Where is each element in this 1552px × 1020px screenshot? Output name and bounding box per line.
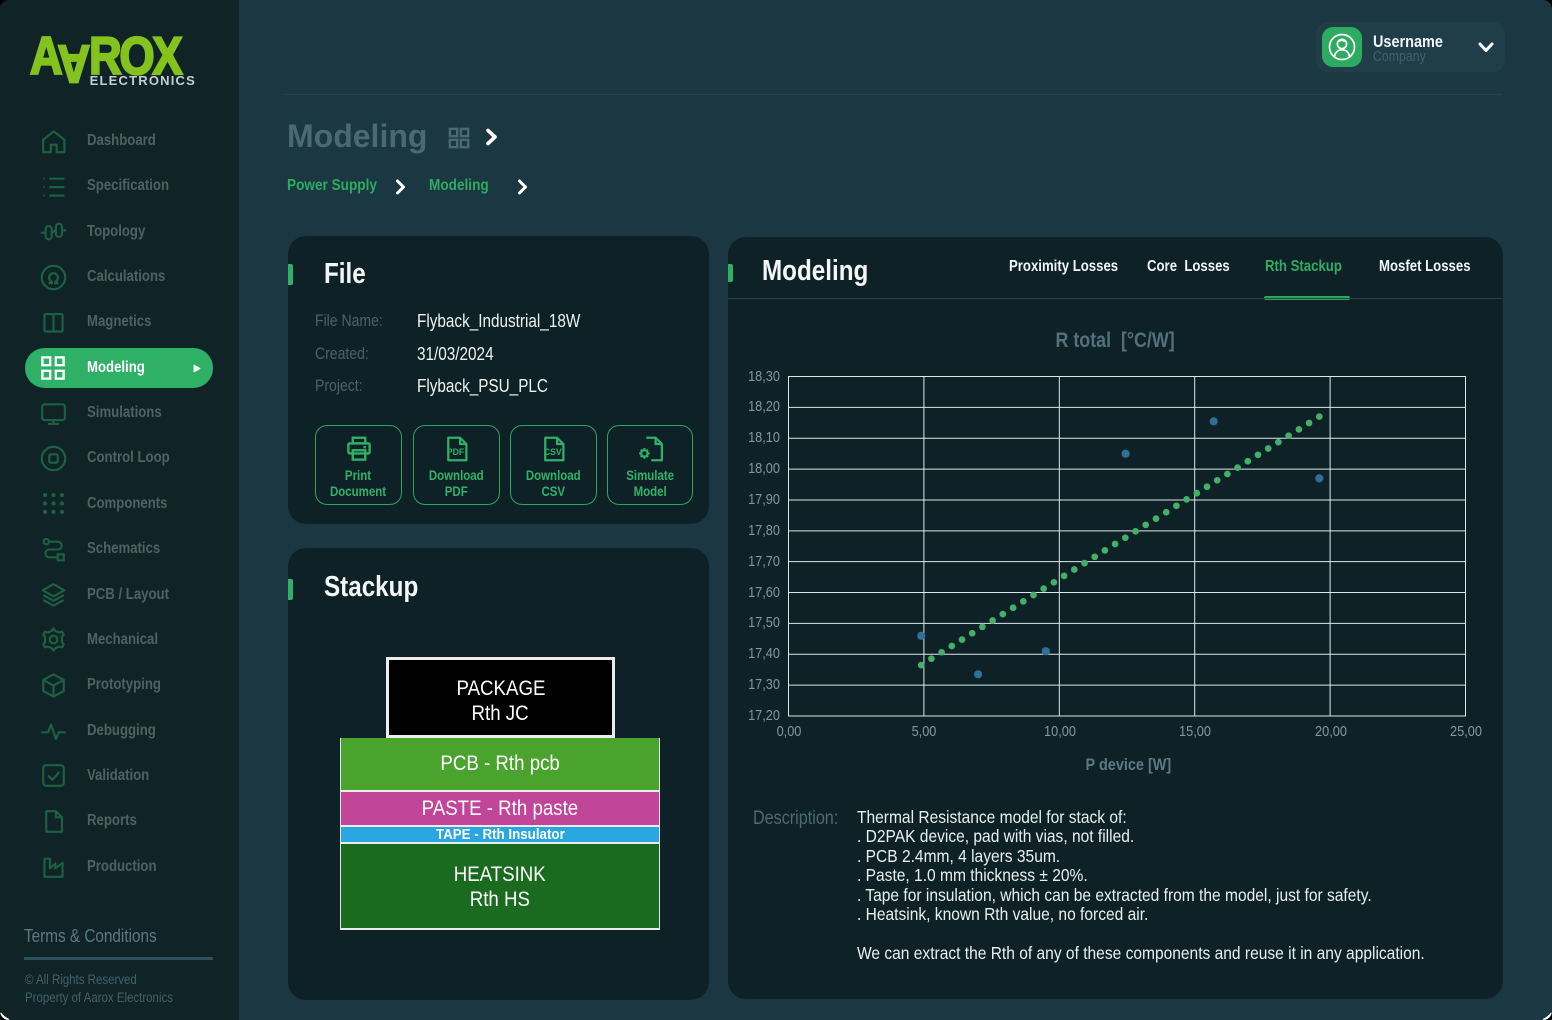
svg-text:PDF: PDF (446, 447, 464, 457)
svg-text:CSV: CSV (543, 447, 562, 457)
